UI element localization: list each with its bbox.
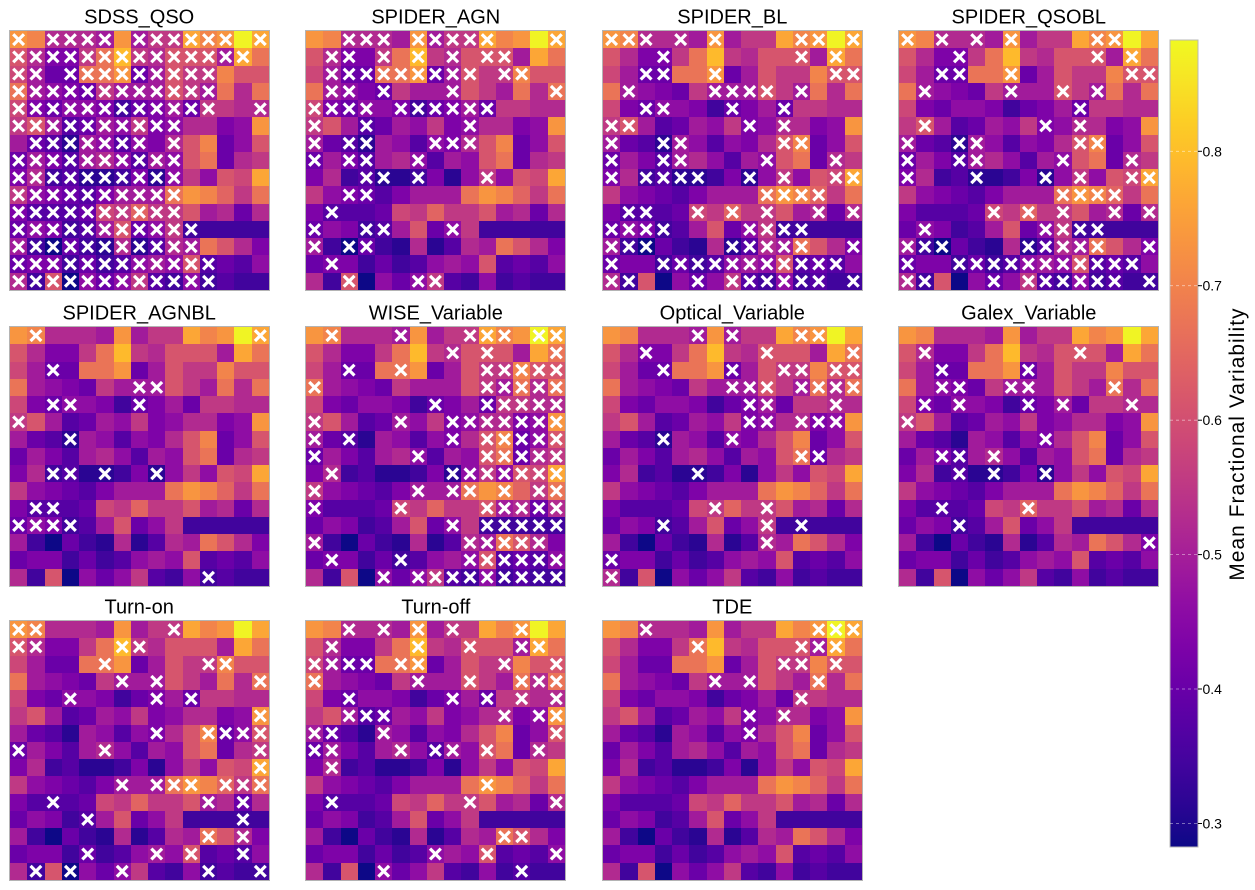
svg-text:0.6: 0.6 [1203, 412, 1223, 428]
svg-text:SPIDER_AGN: SPIDER_AGN [371, 7, 500, 29]
svg-text:Galex_Variable: Galex_Variable [961, 303, 1096, 325]
svg-text:Turn-off: Turn-off [401, 597, 470, 619]
svg-text:WISE_Variable: WISE_Variable [369, 303, 503, 325]
svg-text:0.3: 0.3 [1203, 816, 1223, 832]
svg-text:SPIDER_AGNBL: SPIDER_AGNBL [63, 303, 216, 325]
svg-text:TDE: TDE [712, 597, 752, 619]
svg-text:0.7: 0.7 [1203, 278, 1223, 294]
svg-text:0.4: 0.4 [1203, 681, 1223, 697]
svg-text:0.5: 0.5 [1203, 547, 1223, 563]
svg-text:SDSS_QSO: SDSS_QSO [84, 7, 194, 29]
svg-text:Optical_Variable: Optical_Variable [660, 303, 805, 325]
svg-text:SPIDER_BL: SPIDER_BL [677, 7, 787, 29]
svg-text:0.8: 0.8 [1203, 143, 1223, 159]
svg-text:Turn-on: Turn-on [105, 597, 174, 619]
svg-text:Mean Fractional Variability: Mean Fractional Variability [1226, 307, 1249, 580]
svg-text:SPIDER_QSOBL: SPIDER_QSOBL [952, 7, 1107, 29]
